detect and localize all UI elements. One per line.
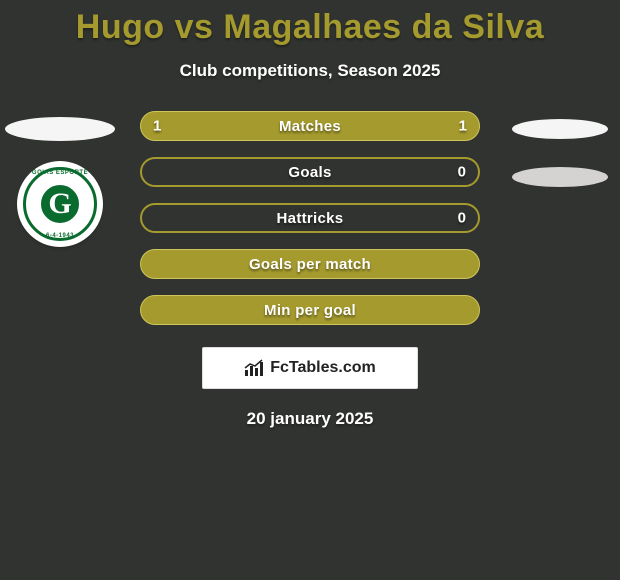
stat-bar: 1 Matches 1	[140, 111, 480, 141]
left-side-column: GOIAS ESPORTE G 6-4-1943	[0, 111, 120, 245]
stat-label: Hattricks	[277, 210, 344, 227]
content: GOIAS ESPORTE G 6-4-1943 1 Matches 1 Goals 0…	[0, 111, 620, 429]
stat-bar: Goals 0	[140, 157, 480, 187]
club-badge-top-text: GOIAS ESPORTE	[19, 170, 101, 176]
stat-value-right: 0	[458, 210, 466, 227]
stat-label: Goals	[288, 164, 331, 181]
player1-placeholder-icon	[5, 117, 115, 141]
page-title: Hugo vs Magalhaes da Silva	[0, 0, 620, 47]
stat-bar: Hattricks 0	[140, 203, 480, 233]
stat-label: Min per goal	[264, 302, 356, 319]
stat-label: Goals per match	[249, 256, 371, 273]
date-line: 20 january 2025	[0, 409, 620, 429]
stat-value-right: 1	[459, 118, 467, 135]
club2-placeholder-icon	[512, 167, 608, 187]
stat-bars: 1 Matches 1 Goals 0 Hattricks 0 Goals per match…	[140, 111, 480, 325]
club-badge-letter: G	[48, 189, 71, 219]
stat-bar: Min per goal	[140, 295, 480, 325]
club-badge-bottom-text: 6-4-1943	[19, 233, 101, 239]
player2-placeholder-icon	[512, 119, 608, 139]
subtitle: Club competitions, Season 2025	[0, 61, 620, 81]
stat-value-right: 0	[458, 164, 466, 181]
brand-text: FcTables.com	[270, 359, 376, 377]
stat-value-left: 1	[153, 118, 161, 135]
club-badge-icon: GOIAS ESPORTE G 6-4-1943	[19, 163, 101, 245]
club-badge-inner: G	[37, 181, 83, 227]
stat-label: Matches	[279, 118, 341, 135]
bar-chart-icon	[244, 359, 266, 377]
brand-box: FcTables.com	[202, 347, 418, 389]
right-side-column	[500, 111, 620, 187]
stat-bar: Goals per match	[140, 249, 480, 279]
